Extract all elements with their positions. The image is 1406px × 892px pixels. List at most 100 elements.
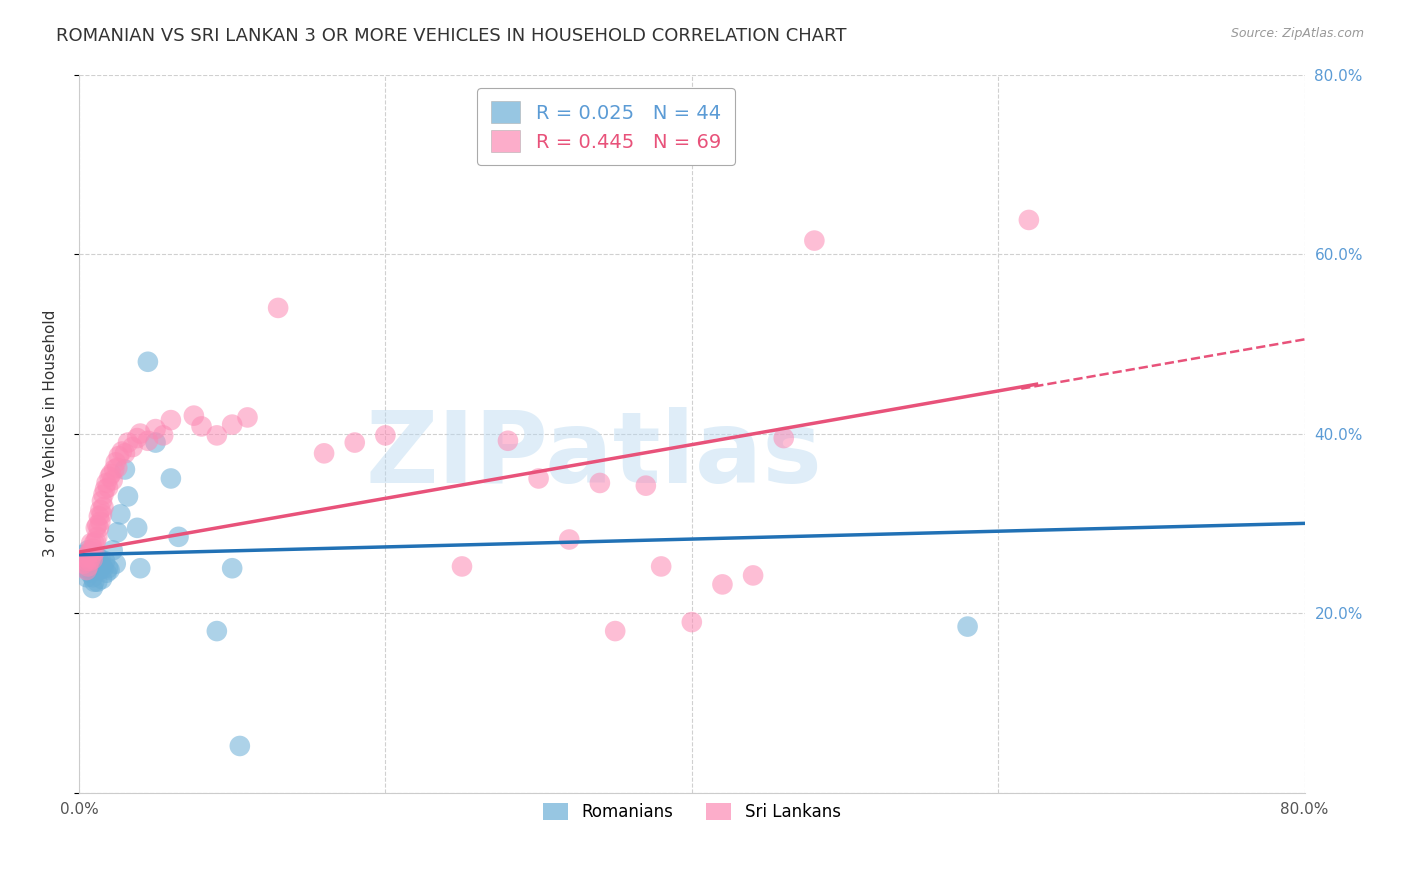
Point [105,460,128,475]
Text: ZIPatlas: ZIPatlas [366,407,823,504]
Point [101,473,124,487]
Point [79,554,101,568]
Point [742,568,765,582]
Point [86,518,108,533]
Point [183,409,205,423]
Point [91,572,114,586]
Point [82,541,104,556]
Point [72,557,94,571]
Point [589,475,612,490]
Point [77,559,100,574]
Point [77,548,100,562]
Point [96,475,118,490]
Point [343,435,366,450]
Point [98,469,121,483]
Point [229,739,252,753]
Point [86,574,108,589]
Point [107,449,129,463]
Point [89,552,111,566]
Point [86,550,108,565]
Point [314,446,336,460]
Point [121,440,143,454]
Point [75,550,97,565]
Point [91,559,114,574]
Point [127,431,149,445]
Point [221,561,243,575]
Point [93,500,115,515]
Point [605,624,627,638]
Point [205,428,228,442]
Point [89,515,111,529]
Point [96,566,118,580]
Point [110,508,132,522]
Point [145,435,167,450]
Legend: Romanians, Sri Lankans: Romanians, Sri Lankans [530,789,853,835]
Point [117,490,139,504]
Point [75,561,97,575]
Point [97,561,120,575]
Point [236,410,259,425]
Point [84,521,107,535]
Point [83,574,105,589]
Point [650,559,672,574]
Point [145,422,167,436]
Point [136,355,159,369]
Point [558,533,581,547]
Point [97,480,120,494]
Point [1018,213,1040,227]
Point [114,446,136,460]
Point [129,561,152,575]
Point [84,534,107,549]
Point [451,559,474,574]
Point [374,428,396,442]
Point [83,545,105,559]
Point [111,444,134,458]
Point [80,536,103,550]
Point [79,545,101,559]
Point [80,561,103,575]
Y-axis label: 3 or more Vehicles in Household: 3 or more Vehicles in Household [44,310,58,558]
Point [87,509,110,524]
Point [87,521,110,535]
Point [100,467,122,481]
Point [105,525,128,540]
Point [82,570,104,584]
Point [76,563,98,577]
Point [190,419,212,434]
Point [84,563,107,577]
Point [94,554,117,568]
Point [267,301,290,315]
Point [76,570,98,584]
Point [82,581,104,595]
Point [711,577,734,591]
Point [79,554,101,568]
Point [221,417,243,432]
Point [127,521,149,535]
Point [91,508,114,522]
Point [89,503,111,517]
Point [803,234,825,248]
Point [93,488,115,502]
Point [80,550,103,565]
Point [91,494,114,508]
Point [160,471,183,485]
Point [205,624,228,638]
Point [76,552,98,566]
Point [83,536,105,550]
Point [79,566,101,580]
Point [82,552,104,566]
Point [72,548,94,562]
Text: ROMANIAN VS SRI LANKAN 3 OR MORE VEHICLES IN HOUSEHOLD CORRELATION CHART: ROMANIAN VS SRI LANKAN 3 OR MORE VEHICLE… [56,27,846,45]
Point [956,619,979,633]
Point [496,434,519,448]
Point [136,434,159,448]
Point [83,559,105,574]
Text: Source: ZipAtlas.com: Source: ZipAtlas.com [1230,27,1364,40]
Point [86,530,108,544]
Point [94,482,117,496]
Point [98,563,121,577]
Point [160,413,183,427]
Point [103,462,125,476]
Point [101,543,124,558]
Point [80,552,103,566]
